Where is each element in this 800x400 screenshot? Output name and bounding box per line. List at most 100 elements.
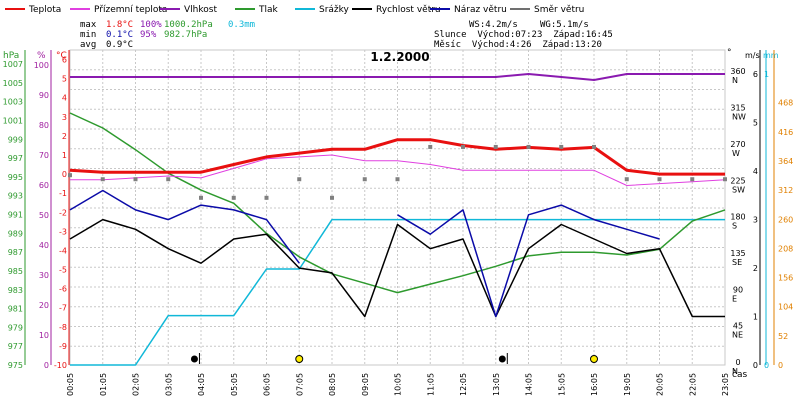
ms-tick-label: 5: [753, 119, 758, 128]
wind-direction-marker: [657, 177, 662, 182]
wind-direction-marker: [592, 144, 596, 149]
plot-area: [68, 73, 727, 366]
plot-border: [69, 49, 726, 366]
x-tick-label: 02:05: [132, 373, 141, 396]
hpa-tick-label: 1005: [3, 79, 23, 88]
wind-direction-marker: [526, 144, 531, 149]
x-tick-label: 16:05: [590, 373, 599, 396]
x-tick-label: 00:05: [66, 373, 75, 396]
x-tick-label: 04:05: [197, 373, 206, 396]
celsius-tick-label: -10: [54, 361, 67, 370]
direction-axis-label: °: [727, 48, 732, 58]
percent-tick-label: 40: [39, 241, 49, 250]
wind-direction-marker: [100, 177, 105, 182]
wm2-tick-label: 468: [778, 99, 793, 108]
avg-temp: 0.9°C: [106, 40, 133, 50]
series-line: [70, 154, 726, 186]
max-humidity: 100%: [140, 20, 162, 30]
ms-tick-label: 1: [753, 313, 758, 322]
percent-tick-label: 20: [39, 301, 49, 310]
hpa-tick-label: 977: [8, 342, 23, 351]
wind-speed-stat: WS:4.2m/s: [469, 20, 518, 30]
legend-label: Teplota: [28, 5, 61, 15]
grid: [69, 49, 726, 366]
x-tick-label: 20:05: [656, 373, 665, 396]
celsius-tick-label: -1: [59, 189, 67, 198]
celsius-tick-label: 4: [62, 94, 67, 103]
series-line: [69, 218, 725, 318]
series-line: [69, 189, 660, 318]
legend-label: Rychlost větru: [376, 5, 441, 15]
percent-tick-label: 50: [39, 211, 49, 220]
hpa-tick-label: 981: [8, 305, 23, 314]
wind-direction-marker: [68, 173, 72, 178]
ms-tick-label: 2: [753, 264, 758, 273]
wind-direction-marker: [493, 144, 498, 149]
series-line: [70, 73, 725, 81]
wind-direction-marker: [133, 177, 138, 182]
x-tick-label: 06:05: [263, 373, 272, 396]
wm2-tick-label: 52: [778, 332, 788, 341]
legend: Teplota Přízemní teplota Vlhkost Tlak Srážky…: [5, 5, 584, 15]
wind-direction-marker: [395, 177, 400, 182]
percent-tick-label: 60: [39, 181, 49, 190]
wind-direction-marker: [428, 144, 433, 149]
hpa-tick-label: 985: [8, 267, 23, 276]
x-tick-label: 01:05: [99, 373, 108, 396]
percent-tick-label: 30: [39, 271, 49, 280]
sun-icon: [590, 355, 598, 363]
celsius-tick-label: -3: [59, 227, 67, 236]
hpa-tick-label: 989: [8, 229, 23, 238]
percent-tick-label: 70: [39, 151, 49, 160]
max-temp: 1.8°C: [106, 20, 133, 30]
hpa-tick-label: 993: [8, 192, 23, 201]
celsius-tick-label: -9: [59, 342, 67, 351]
direction-deg-label: 135: [730, 249, 745, 258]
sun-times: Slunce Východ:07:23 Západ:16:45: [434, 30, 613, 40]
celsius-tick-label: -4: [59, 246, 67, 255]
direction-compass-label: SW: [732, 185, 745, 194]
x-tick-label: 11:05: [426, 373, 435, 396]
ms-axis-label: m/s: [745, 51, 760, 60]
hpa-tick-label: 1007: [3, 60, 23, 69]
series-line: [69, 138, 725, 176]
direction-deg-label: 315: [730, 104, 745, 113]
ms-tick-label: 3: [753, 216, 758, 225]
hpa-tick-label: 1001: [3, 117, 23, 126]
x-tick-label: 09:05: [361, 373, 370, 396]
axes: hPa% °C 975 977 979 981 983 985 987 989 991 993 995 9…: [3, 48, 794, 396]
direction-deg-label: 0: [735, 358, 740, 367]
x-tick-label: 23:05: [721, 373, 730, 396]
celsius-tick-label: 5: [62, 75, 67, 84]
x-tick-label: 03:05: [164, 373, 173, 396]
direction-compass-label: SE: [732, 258, 742, 267]
avg-label: avg: [80, 40, 96, 50]
legend-label: Náraz větru: [454, 5, 507, 15]
direction-compass-label: W: [732, 149, 740, 158]
x-tick-label: 10:05: [394, 373, 403, 396]
wm2-tick-label: 416: [778, 128, 793, 137]
min-temp: 0.1°C: [106, 30, 133, 40]
wind-direction-marker: [690, 177, 695, 182]
x-tick-label: 14:05: [525, 373, 534, 396]
legend-label: Vlhkost: [184, 5, 217, 15]
max-label: max: [80, 20, 97, 30]
min-label: min: [80, 30, 96, 40]
celsius-axis-label: °C: [56, 51, 67, 61]
series-line: [70, 218, 725, 366]
wm2-tick-label: 0: [778, 361, 783, 370]
celsius-tick-label: -5: [59, 266, 67, 275]
direction-deg-label: 360: [730, 67, 745, 76]
legend-label: Tlak: [258, 5, 279, 15]
percent-tick-label: 80: [39, 121, 49, 130]
direction-deg-label: 45: [733, 322, 743, 331]
x-tick-label: 13:05: [492, 373, 501, 396]
series-line: [69, 112, 726, 294]
wind-direction-marker: [297, 177, 302, 182]
direction-deg-label: 90: [733, 285, 743, 294]
mm-tick-label: 1: [764, 70, 769, 79]
hpa-tick-label: 975: [8, 361, 23, 370]
celsius-tick-label: 3: [62, 113, 67, 122]
x-tick-label: 12:05: [459, 373, 468, 396]
